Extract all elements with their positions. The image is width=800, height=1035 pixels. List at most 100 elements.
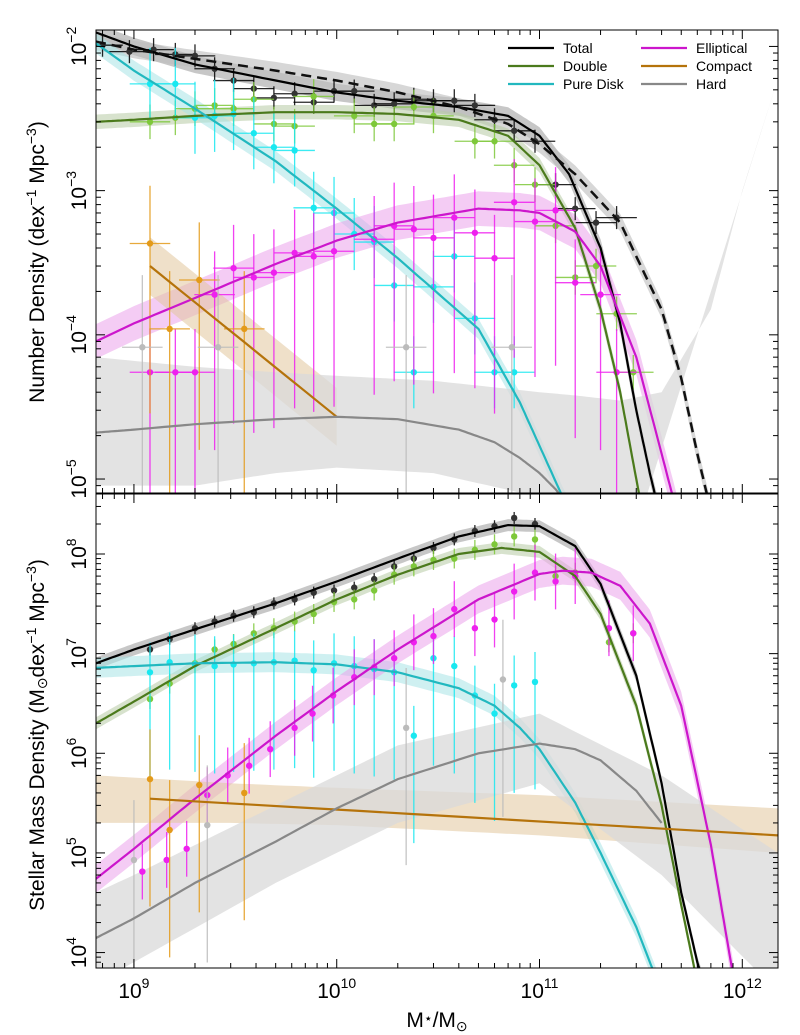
fit-line-compact xyxy=(149,265,338,418)
point-double-9 xyxy=(333,98,375,134)
fit-line-elliptical xyxy=(96,207,673,493)
legend-item-double: Double xyxy=(508,58,608,74)
fit-line-double xyxy=(96,546,696,968)
band-elliptical xyxy=(96,191,677,493)
point-elliptical-15 xyxy=(454,189,496,389)
point-elliptical-13 xyxy=(410,614,418,671)
point-total-24 xyxy=(575,211,617,235)
point-elliptical-14 xyxy=(434,174,475,374)
bottom-y-axis-title: Stellar Mass Density (M⊙dex−1 Mpc−3) xyxy=(23,559,50,911)
point-elliptical-6 xyxy=(267,721,274,778)
point-elliptical-2 xyxy=(174,329,216,493)
svg-text:Pure Disk: Pure Disk xyxy=(563,76,625,92)
point-elliptical-6 xyxy=(253,229,295,429)
bot-y-tick-label-3: 105 xyxy=(63,837,91,868)
point-elliptical-7 xyxy=(291,699,298,756)
fit-line-hard xyxy=(96,742,663,939)
point-pure_disk-7 xyxy=(274,114,315,187)
x-tick-label-0: 109 xyxy=(118,975,149,1003)
point-compact-2 xyxy=(196,735,203,913)
fit-line-elliptical xyxy=(96,569,733,968)
point-elliptical-20 xyxy=(554,239,596,439)
point-elliptical-8 xyxy=(309,685,316,742)
point-compact-2 xyxy=(179,222,220,450)
legend-item-compact: Compact xyxy=(641,58,752,74)
legend-item-pure_disk: Pure Disk xyxy=(508,76,625,92)
point-pure_disk-1 xyxy=(155,47,196,120)
bot-y-tick-label-2: 106 xyxy=(63,738,91,769)
point-compact-3 xyxy=(241,743,248,921)
bot-plot-frame xyxy=(95,493,779,969)
bottom-confidence-bands xyxy=(96,519,778,968)
svg-text:Total: Total xyxy=(563,40,593,56)
point-hard-0 xyxy=(122,275,163,493)
point-elliptical-11 xyxy=(373,182,415,382)
point-elliptical-21 xyxy=(580,251,621,451)
point-elliptical-0 xyxy=(139,843,146,900)
point-double-20 xyxy=(575,248,617,284)
point-hard-2 xyxy=(385,275,427,493)
point-elliptical-19 xyxy=(535,167,576,366)
band-hard xyxy=(96,713,778,968)
top-plot-frame xyxy=(95,29,779,494)
point-elliptical-7 xyxy=(274,209,315,409)
point-compact-0 xyxy=(146,729,154,907)
point-hard-1 xyxy=(197,275,239,493)
point-elliptical-8 xyxy=(293,213,334,412)
bot-y-tick-label-0: 108 xyxy=(63,538,91,569)
point-elliptical-4 xyxy=(213,224,254,424)
point-total-17 xyxy=(434,89,475,113)
bottom-axes: 108 107 106 105 104 109 1010 1011 1012 xyxy=(63,493,779,1003)
top-axes: 10−2 10−3 10−4 10−5 xyxy=(63,27,779,499)
point-elliptical-23 xyxy=(630,605,637,662)
point-elliptical-5 xyxy=(245,737,253,794)
point-double-8 xyxy=(310,604,317,624)
fit-line-pure_disk xyxy=(96,661,654,968)
point-elliptical-13 xyxy=(413,194,454,394)
number-density-panel: 10−2 10−3 10−4 10−5 Total Double Pure Disk Ell… xyxy=(23,27,779,499)
point-hard-2 xyxy=(402,668,410,866)
bottom-fit-lines xyxy=(96,523,778,968)
point-hard-0 xyxy=(130,800,138,968)
point-elliptical-2 xyxy=(183,820,190,877)
point-double-15 xyxy=(474,123,515,159)
point-double-8 xyxy=(293,79,334,114)
legend: Total Double Pure Disk Elliptical Compact Har… xyxy=(508,40,752,92)
point-elliptical-5 xyxy=(233,234,275,433)
x-axis-title: M⋆/M⊙ xyxy=(406,1009,467,1034)
point-total-20 xyxy=(493,119,535,143)
point-elliptical-17 xyxy=(493,159,535,358)
point-double-11 xyxy=(373,106,415,142)
svg-text:Elliptical: Elliptical xyxy=(696,40,747,56)
fit-line-compact xyxy=(149,797,778,837)
point-compact-0 xyxy=(129,185,171,414)
point-double-18 xyxy=(510,526,518,547)
point-pure_disk-1 xyxy=(166,632,173,770)
top-y-axis-title: Number Density (dex−1 Mpc−3) xyxy=(23,121,49,403)
band-hard xyxy=(96,78,778,493)
point-double-17 xyxy=(491,534,498,555)
point-pure_disk-3 xyxy=(211,636,218,774)
point-elliptical-14 xyxy=(430,608,437,664)
svg-text:Hard: Hard xyxy=(696,76,726,92)
top-confidence-bands xyxy=(96,30,778,493)
point-hard-1 xyxy=(204,765,211,963)
x-tick-label-1: 1010 xyxy=(317,975,356,1003)
fit-line-total-dashed xyxy=(96,40,708,493)
point-elliptical-16 xyxy=(474,214,515,414)
top-y-tick-label-1: 10−3 xyxy=(63,171,91,211)
point-compact-3 xyxy=(223,271,265,493)
point-pure_disk-19 xyxy=(531,652,539,790)
fit-line-double xyxy=(96,111,641,493)
fit-line-pure_disk xyxy=(96,42,562,493)
legend-item-total: Total xyxy=(508,40,593,56)
point-elliptical-18 xyxy=(510,563,518,620)
svg-text:Compact: Compact xyxy=(696,58,752,74)
legend-item-elliptical: Elliptical xyxy=(641,40,747,56)
x-tick-label-3: 1012 xyxy=(723,975,762,1003)
bot-y-tick-label-4: 104 xyxy=(63,937,91,968)
point-pure_disk-15 xyxy=(451,636,458,774)
top-y-tick-label-0: 10−2 xyxy=(63,27,91,67)
point-elliptical-15 xyxy=(451,581,458,637)
